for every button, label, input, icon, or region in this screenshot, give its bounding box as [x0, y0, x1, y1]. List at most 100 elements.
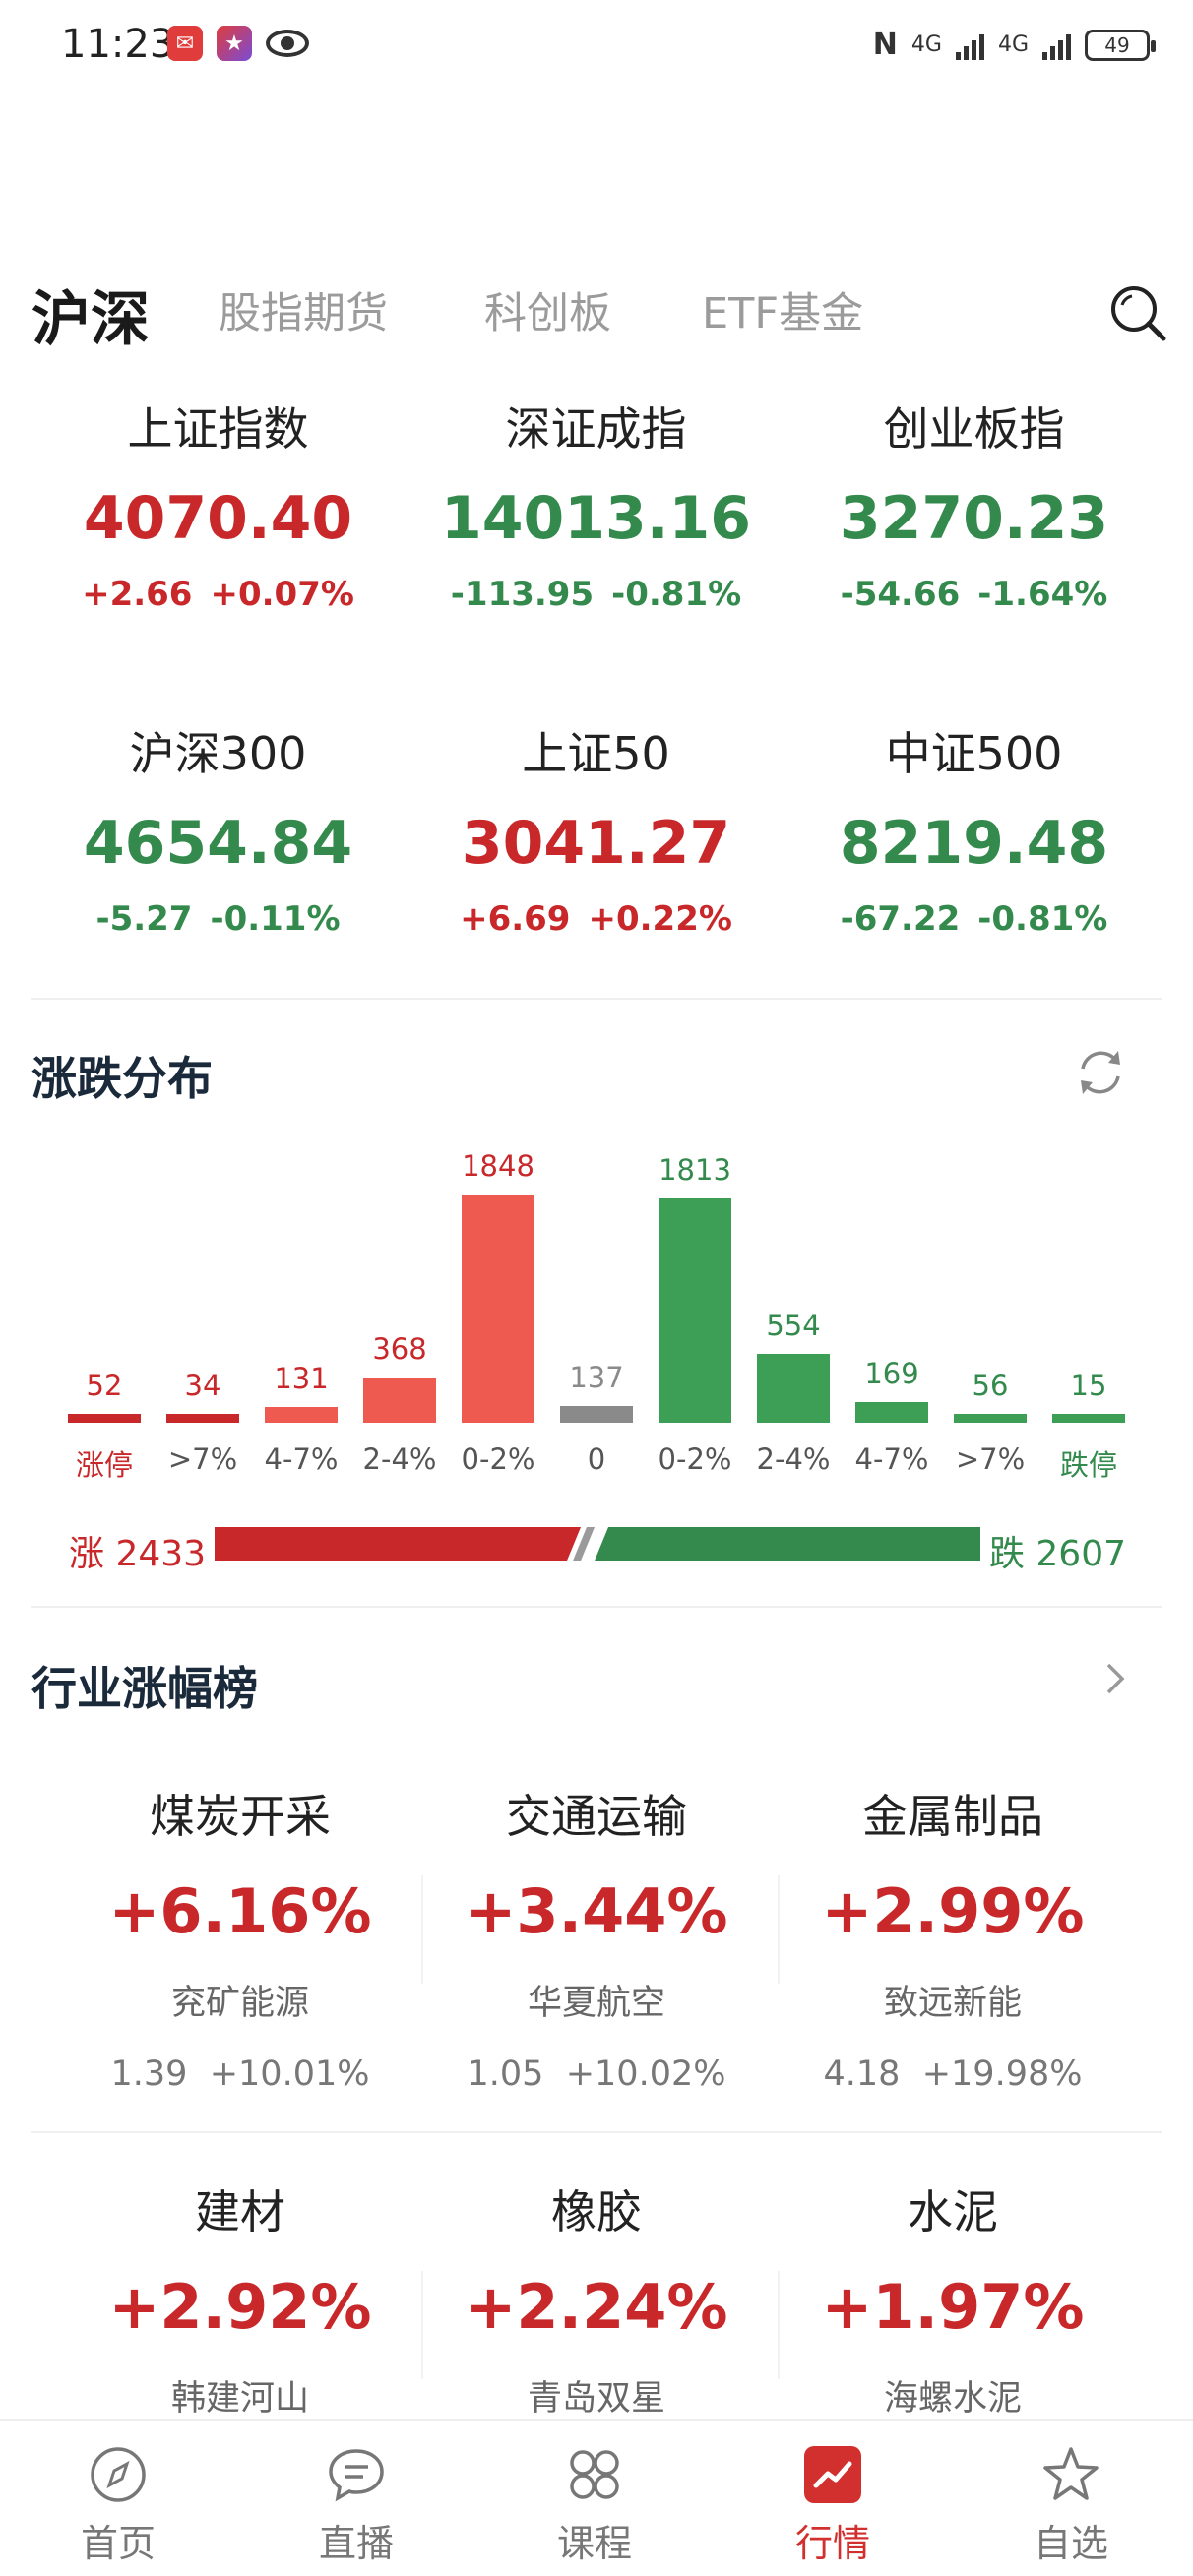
industry-pct: +2.24%: [465, 2271, 728, 2343]
industry-card[interactable]: 金属制品 +2.99% 致远新能 4.18 +19.98%: [776, 1781, 1130, 2094]
grid-flower-icon: [570, 2450, 619, 2499]
divider: [31, 2131, 1162, 2133]
distribution-category-label: 2-4%: [756, 1442, 831, 1476]
distribution-bar-value: 169: [864, 1356, 919, 1390]
distribution-bar: [265, 1406, 338, 1423]
distribution-category-label: 涨停: [75, 1448, 133, 1482]
column-separator: [778, 2271, 780, 2379]
distribution-bar-value: 34: [184, 1369, 221, 1402]
index-card-sse50[interactable]: 上证50 3041.27 +6.69 +0.22%: [408, 718, 785, 939]
distribution-bar-value: 131: [274, 1361, 329, 1395]
trend-chart-icon: [804, 2446, 861, 2503]
distribution-category-label: 跌停: [1059, 1448, 1117, 1482]
index-card-csi300[interactable]: 沪深300 4654.84 -5.27 -0.11%: [30, 718, 407, 939]
refresh-icon[interactable]: [1073, 1045, 1128, 1100]
index-card-szse[interactable]: 深证成指 14013.16 -113.95 -0.81%: [408, 394, 785, 614]
distribution-category-label: 2-4%: [362, 1442, 437, 1476]
distribution-bar: [363, 1377, 436, 1423]
down-ratio-segment: [595, 1527, 980, 1561]
lead-stock-name: 致远新能: [883, 1984, 1022, 2023]
distribution-bar-value: 554: [766, 1309, 821, 1343]
battery-icon: 49: [1085, 29, 1156, 61]
column-separator: [421, 2271, 423, 2379]
index-change: -5.27 -0.11%: [95, 899, 341, 939]
industry-card[interactable]: 交通运输 +3.44% 华夏航空 1.05 +10.02%: [419, 1781, 774, 2094]
index-value: 14013.16: [440, 484, 752, 553]
lead-stock-name: 华夏航空: [527, 1984, 665, 2023]
bottom-nav: 首页 直播 课程 行情 自选: [0, 2419, 1193, 2576]
distribution-bar-value: 52: [86, 1369, 123, 1402]
distribution-bar: [560, 1405, 633, 1423]
tab-hushen[interactable]: 沪深: [31, 285, 150, 354]
nav-label: 行情: [794, 2522, 870, 2565]
nfc-icon: N: [872, 28, 898, 62]
index-name: 创业板指: [883, 402, 1065, 456]
tab-etf-fund[interactable]: ETF基金: [702, 289, 864, 338]
distribution-bar: [166, 1414, 239, 1423]
nav-label: 自选: [1033, 2522, 1108, 2565]
divider: [31, 998, 1162, 1000]
battery-level: 49: [1104, 32, 1130, 57]
industry-card[interactable]: 煤炭开采 +6.16% 兖矿能源 1.39 +10.01%: [63, 1781, 417, 2094]
index-change: -67.22 -0.81%: [840, 899, 1108, 939]
industry-title: 行业涨幅榜: [31, 1662, 258, 1715]
lead-stock-detail: 4.18 +19.98%: [823, 2055, 1083, 2094]
distribution-bar: [757, 1354, 830, 1423]
index-card-chinext[interactable]: 创业板指 3270.23 -54.66 -1.64%: [785, 394, 1162, 614]
nav-market[interactable]: 行情: [754, 2444, 911, 2567]
distribution-bar-value: 1848: [462, 1149, 534, 1183]
distribution-bar-value: 368: [372, 1331, 427, 1366]
up-down-ratio-bar: [215, 1527, 980, 1561]
distribution-bar-value: 137: [569, 1360, 624, 1394]
index-card-csi500[interactable]: 中证500 8219.48 -67.22 -0.81%: [785, 718, 1162, 939]
nav-watchlist[interactable]: 自选: [992, 2444, 1150, 2567]
ratio-separator: [573, 1527, 596, 1561]
industry-name: 橡胶: [551, 2185, 642, 2239]
eye-icon: [266, 30, 309, 57]
nav-home[interactable]: 首页: [39, 2444, 197, 2567]
distribution-bar: [954, 1414, 1027, 1423]
lead-stock-name: 韩建河山: [170, 2379, 309, 2419]
network-type-1: 4G: [910, 32, 942, 57]
lead-stock-name: 兖矿能源: [170, 1984, 309, 2023]
industry-card[interactable]: 橡胶 +2.24% 青岛双星: [419, 2177, 774, 2421]
signal-2-icon: [1042, 31, 1071, 60]
distribution-bar: [1052, 1414, 1125, 1423]
up-ratio-segment: [215, 1527, 582, 1561]
index-value: 3270.23: [839, 484, 1109, 553]
index-change: -54.66 -1.64%: [840, 575, 1108, 614]
tab-index-futures[interactable]: 股指期货: [219, 289, 388, 338]
tab-star-market[interactable]: 科创板: [484, 289, 611, 338]
lead-stock-name: 海螺水泥: [883, 2379, 1022, 2419]
industry-card[interactable]: 水泥 +1.97% 海螺水泥: [776, 2177, 1130, 2421]
up-count-label: 涨 2433: [69, 1534, 207, 1574]
industry-pct: +2.92%: [108, 2271, 372, 2343]
distribution-bar: [462, 1195, 534, 1423]
distribution-bar-value: 56: [972, 1369, 1009, 1402]
industry-pct: +6.16%: [108, 1875, 372, 1947]
nav-live[interactable]: 直播: [278, 2444, 435, 2567]
industry-name: 水泥: [908, 2185, 998, 2239]
divider: [31, 1606, 1162, 1608]
nav-label: 首页: [80, 2522, 156, 2565]
index-card-sse[interactable]: 上证指数 4070.40 +2.66 +0.07%: [30, 394, 407, 614]
index-change: +6.69 +0.22%: [460, 899, 732, 939]
network-type-2: 4G: [997, 32, 1029, 57]
search-icon[interactable]: [1108, 283, 1167, 342]
nav-label: 直播: [318, 2522, 394, 2565]
industry-card[interactable]: 建材 +2.92% 韩建河山: [63, 2177, 417, 2421]
distribution-category-label: >7%: [167, 1442, 238, 1476]
industry-name: 金属制品: [862, 1790, 1043, 1843]
distribution-category-label: 4-7%: [264, 1442, 339, 1476]
lead-stock-name: 青岛双星: [527, 2379, 665, 2419]
nav-courses[interactable]: 课程: [516, 2444, 673, 2567]
index-name: 上证指数: [127, 402, 309, 456]
distribution-bar: [855, 1401, 928, 1423]
notification-app-icon: ✉: [167, 26, 203, 61]
nav-label: 课程: [556, 2522, 632, 2565]
chevron-right-icon[interactable]: [1100, 1659, 1130, 1698]
distribution-title: 涨跌分布: [31, 1052, 213, 1105]
distribution-category-label: 0-2%: [461, 1442, 535, 1476]
chat-bubble-icon: [329, 2449, 384, 2502]
star-icon: [1043, 2447, 1099, 2500]
